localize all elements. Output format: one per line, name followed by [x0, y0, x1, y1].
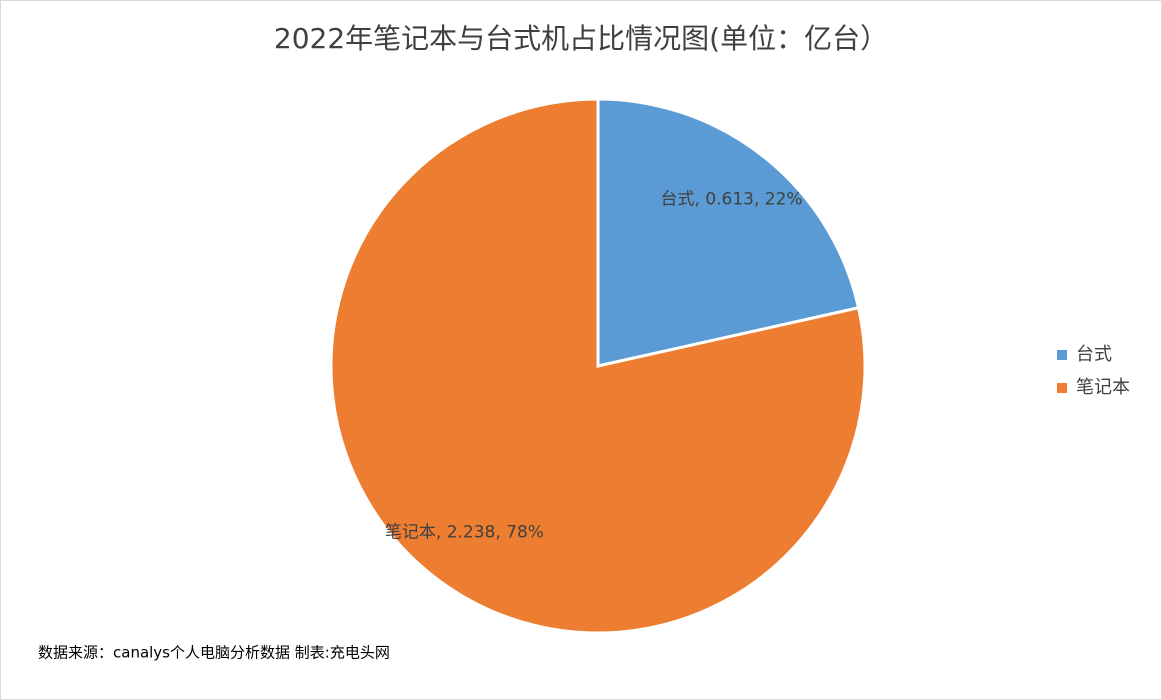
- source-note: 数据来源：canalys个人电脑分析数据 制表:充电头网: [38, 644, 390, 662]
- pie-slice: [329, 97, 867, 635]
- legend-label: 台式: [1076, 344, 1112, 365]
- data-label: 笔记本, 2.238, 78%: [385, 523, 544, 543]
- legend-swatch: [1057, 383, 1067, 393]
- pie-slice: [596, 97, 861, 368]
- legend-swatch: [1057, 350, 1067, 360]
- legend-label: 笔记本: [1076, 377, 1130, 398]
- chart-title: 2022年笔记本与台式机占比情况图(单位：亿台）: [274, 22, 888, 55]
- data-label: 台式, 0.613, 22%: [661, 189, 803, 209]
